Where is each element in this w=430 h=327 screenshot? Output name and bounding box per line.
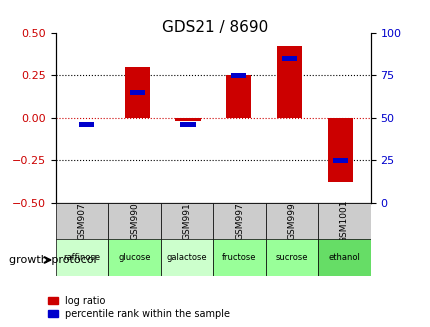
Bar (230, 73, 246, 78)
Bar (225, 75, 251, 118)
Bar (129, 90, 144, 95)
FancyBboxPatch shape (317, 203, 370, 240)
Text: GSM1001: GSM1001 (339, 200, 348, 243)
Text: raffinose: raffinose (64, 253, 101, 262)
Legend: log ratio, percentile rank within the sample: log ratio, percentile rank within the sa… (48, 296, 230, 319)
Text: GSM999: GSM999 (287, 203, 296, 240)
Bar (79, 122, 94, 127)
FancyBboxPatch shape (265, 203, 317, 240)
FancyBboxPatch shape (317, 239, 370, 276)
FancyBboxPatch shape (56, 239, 108, 276)
FancyBboxPatch shape (213, 239, 265, 276)
Text: growth protocol: growth protocol (9, 255, 96, 265)
Text: galactose: galactose (166, 253, 207, 262)
Text: fructose: fructose (222, 253, 256, 262)
Text: GSM991: GSM991 (182, 203, 191, 240)
Text: GSM990: GSM990 (130, 203, 139, 240)
FancyBboxPatch shape (213, 203, 265, 240)
Bar (180, 122, 195, 127)
Bar (276, 46, 301, 118)
Text: ethanol: ethanol (328, 253, 359, 262)
FancyBboxPatch shape (108, 239, 160, 276)
Text: GSM907: GSM907 (77, 203, 86, 240)
FancyBboxPatch shape (56, 203, 108, 240)
Text: glucose: glucose (118, 253, 150, 262)
Bar (327, 118, 352, 182)
Text: GDS21 / 8690: GDS21 / 8690 (162, 20, 268, 35)
Text: sucrose: sucrose (275, 253, 307, 262)
FancyBboxPatch shape (108, 203, 160, 240)
Bar (124, 67, 150, 118)
Bar (332, 158, 347, 163)
Bar (281, 56, 296, 61)
Bar (175, 118, 200, 121)
FancyBboxPatch shape (160, 203, 213, 240)
FancyBboxPatch shape (265, 239, 317, 276)
Text: GSM997: GSM997 (234, 203, 243, 240)
FancyBboxPatch shape (160, 239, 213, 276)
